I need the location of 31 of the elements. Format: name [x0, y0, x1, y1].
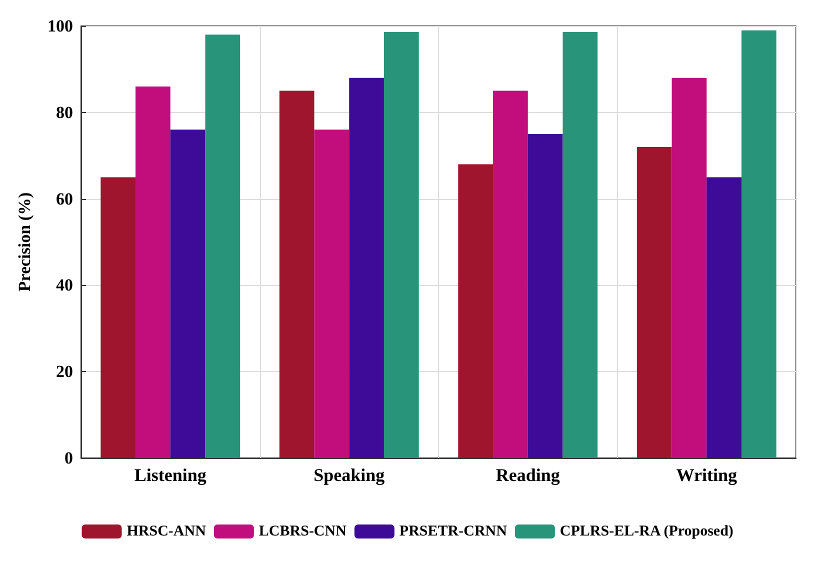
y-tick-label: 60 — [56, 189, 73, 208]
bar — [706, 177, 742, 458]
legend-label: LCBRS-CNN — [258, 524, 347, 540]
bar — [205, 34, 240, 458]
bar — [528, 134, 563, 458]
y-tick-label: 80 — [56, 102, 73, 122]
y-tick-label: 40 — [56, 276, 73, 295]
bar — [458, 164, 494, 458]
x-tick-label: Reading — [496, 465, 560, 485]
bar — [562, 32, 598, 458]
bar — [136, 86, 170, 458]
bar — [349, 78, 384, 458]
legend-label: PRSETR-CRNN — [399, 524, 508, 540]
legend-label: CPLRS-EL-RA (Proposed) — [560, 524, 734, 540]
y-tick-label: 20 — [56, 362, 73, 382]
bar — [636, 146, 672, 458]
bar — [493, 90, 528, 458]
y-tick-label: 100 — [48, 16, 73, 36]
bar — [672, 78, 707, 458]
bar — [100, 177, 136, 458]
y-axis-title: Precision (%) — [15, 192, 34, 292]
bar — [741, 30, 776, 458]
bar — [314, 130, 350, 458]
x-tick-label: Writing — [676, 465, 737, 485]
legend-label: HRSC-ANN — [126, 524, 206, 540]
y-tick-label: 0 — [64, 448, 73, 468]
x-tick-label: Speaking — [314, 465, 385, 485]
x-tick-label: Listening — [134, 465, 206, 485]
bar — [384, 32, 419, 458]
bar — [279, 90, 314, 458]
bar — [170, 130, 206, 458]
